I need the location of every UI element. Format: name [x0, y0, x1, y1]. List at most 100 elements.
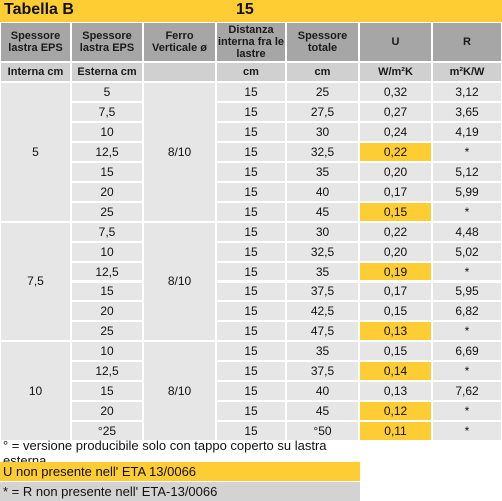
- cell-distanza: 15: [216, 301, 286, 322]
- cell-totale: 40: [286, 381, 359, 402]
- cell-u: 0,17: [359, 181, 432, 202]
- cell-totale: °50: [286, 421, 359, 442]
- cell-distanza: 15: [216, 321, 286, 342]
- column-header: Spessore lastra EPS: [0, 22, 71, 62]
- cell-esterna: 12,5: [71, 261, 143, 282]
- cell-esterna: 15: [71, 161, 143, 182]
- unit-cell: cm: [286, 62, 359, 82]
- column-header: R: [432, 22, 502, 62]
- unit-cell: Interna cm: [0, 62, 71, 82]
- cell-u: 0,15: [359, 301, 432, 322]
- title-bar: Tabella B 15: [0, 0, 502, 22]
- cell-u: 0,15: [359, 341, 432, 362]
- column-header: U: [359, 22, 432, 62]
- cell-u: 0,22: [359, 141, 432, 162]
- cell-totale: 37,5: [286, 361, 359, 382]
- cell-u: 0,19: [359, 261, 432, 282]
- table-title: Tabella B: [4, 1, 74, 18]
- cell-totale: 30: [286, 221, 359, 242]
- cell-totale: 37,5: [286, 281, 359, 302]
- cell-r: *: [432, 401, 502, 422]
- cell-distanza: 15: [216, 361, 286, 382]
- cell-u: 0,27: [359, 101, 432, 122]
- cell-u: 0,17: [359, 281, 432, 302]
- cell-distanza: 15: [216, 261, 286, 282]
- group-ferro: 8/10: [143, 341, 216, 442]
- cell-r: 5,12: [432, 161, 502, 182]
- cell-distanza: 15: [216, 281, 286, 302]
- cell-esterna: 7,5: [71, 101, 143, 122]
- group-interna: 10: [0, 341, 71, 442]
- unit-cell: [143, 62, 216, 82]
- group-interna: 5: [0, 82, 71, 222]
- note-u: U non presente nell' ETA 13/0066: [0, 462, 360, 481]
- group-interna: 7,5: [0, 221, 71, 342]
- cell-esterna: 10: [71, 121, 143, 142]
- cell-u: 0,13: [359, 321, 432, 342]
- cell-distanza: 15: [216, 181, 286, 202]
- cell-r: *: [432, 261, 502, 282]
- cell-r: *: [432, 321, 502, 342]
- cell-esterna: 10: [71, 241, 143, 262]
- cell-esterna: 12,5: [71, 141, 143, 162]
- cell-totale: 25: [286, 82, 359, 102]
- cell-totale: 35: [286, 341, 359, 362]
- cell-esterna: 7,5: [71, 221, 143, 242]
- cell-esterna: °25: [71, 421, 143, 442]
- cell-u: 0,12: [359, 401, 432, 422]
- cell-esterna: 12,5: [71, 361, 143, 382]
- cell-esterna: 15: [71, 381, 143, 402]
- cell-distanza: 15: [216, 221, 286, 242]
- cell-r: 3,65: [432, 101, 502, 122]
- cell-u: 0,20: [359, 241, 432, 262]
- cell-totale: 42,5: [286, 301, 359, 322]
- cell-totale: 47,5: [286, 321, 359, 342]
- cell-r: *: [432, 361, 502, 382]
- cell-r: 4,19: [432, 121, 502, 142]
- cell-distanza: 15: [216, 141, 286, 162]
- cell-totale: 32,5: [286, 141, 359, 162]
- group-ferro: 8/10: [143, 82, 216, 222]
- cell-distanza: 15: [216, 101, 286, 122]
- cell-esterna: 20: [71, 181, 143, 202]
- cell-distanza: 15: [216, 82, 286, 102]
- cell-esterna: 15: [71, 281, 143, 302]
- column-header: Spessore lastra EPS: [71, 22, 143, 62]
- cell-totale: 45: [286, 401, 359, 422]
- unit-cell: Esterna cm: [71, 62, 143, 82]
- cell-totale: 30: [286, 121, 359, 142]
- cell-totale: 35: [286, 261, 359, 282]
- cell-distanza: 15: [216, 401, 286, 422]
- unit-cell: W/m²K: [359, 62, 432, 82]
- cell-r: 5,95: [432, 281, 502, 302]
- cell-r: 6,82: [432, 301, 502, 322]
- unit-cell: m²K/W: [432, 62, 502, 82]
- cell-r: *: [432, 201, 502, 222]
- cell-esterna: 20: [71, 401, 143, 422]
- cell-distanza: 15: [216, 241, 286, 262]
- cell-r: 7,62: [432, 381, 502, 402]
- cell-r: 4,48: [432, 221, 502, 242]
- cell-esterna: 20: [71, 301, 143, 322]
- cell-esterna: 5: [71, 82, 143, 102]
- cell-totale: 27,5: [286, 101, 359, 122]
- cell-distanza: 15: [216, 161, 286, 182]
- cell-esterna: 10: [71, 341, 143, 362]
- cell-r: 5,02: [432, 241, 502, 262]
- cell-u: 0,14: [359, 361, 432, 382]
- cell-r: *: [432, 421, 502, 442]
- cell-totale: 40: [286, 181, 359, 202]
- cell-distanza: 15: [216, 201, 286, 222]
- cell-r: 3,12: [432, 82, 502, 102]
- cell-u: 0,13: [359, 381, 432, 402]
- cell-totale: 35: [286, 161, 359, 182]
- column-header: Ferro Verticale ø: [143, 22, 216, 62]
- cell-u: 0,20: [359, 161, 432, 182]
- note-r: * = R non presente nell' ETA-13/0066: [0, 482, 360, 501]
- column-header: Distanza interna fra le lastre: [216, 22, 286, 62]
- unit-cell: cm: [216, 62, 286, 82]
- cell-u: 0,24: [359, 121, 432, 142]
- cell-r: 6,69: [432, 341, 502, 362]
- cell-u: 0,11: [359, 421, 432, 442]
- cell-distanza: 15: [216, 421, 286, 442]
